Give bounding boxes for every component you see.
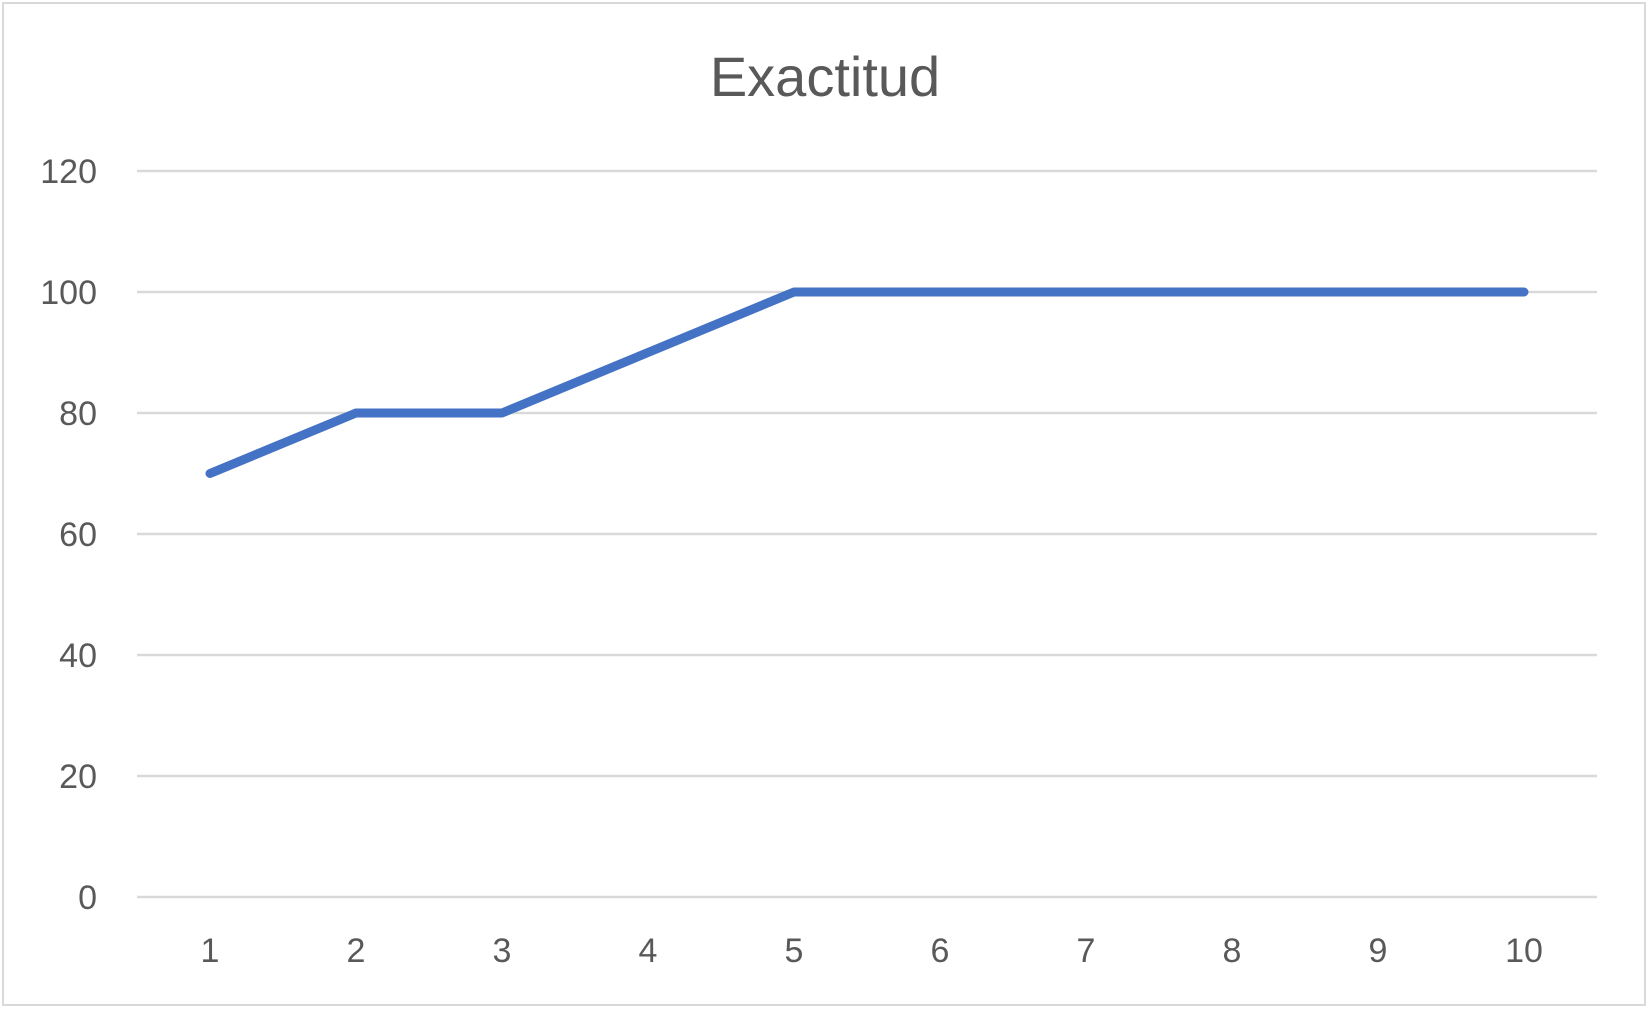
x-tick-label: 7 (1077, 932, 1096, 970)
x-tick-label: 5 (785, 932, 804, 970)
chart-title: Exactitud (710, 45, 940, 108)
x-tick-label: 2 (347, 932, 366, 970)
series-layer (205, 287, 1529, 478)
x-tick-label: 6 (931, 932, 950, 970)
x-tick-label: 1 (201, 932, 220, 970)
x-tick-label: 4 (639, 932, 658, 970)
y-tick-label: 60 (59, 516, 97, 554)
gridlines (137, 169, 1597, 899)
x-tick-label: 9 (1369, 932, 1388, 970)
x-tick-label: 10 (1505, 932, 1543, 970)
y-tick-label: 120 (40, 153, 97, 191)
y-tick-label: 100 (40, 274, 97, 312)
y-tick-label: 20 (59, 758, 97, 796)
y-axis-tick-labels: 0 20 40 60 80 100 120 (40, 153, 97, 917)
x-tick-label: 8 (1223, 932, 1242, 970)
y-tick-label: 80 (59, 395, 97, 433)
x-tick-label: 3 (493, 932, 512, 970)
y-tick-label: 40 (59, 637, 97, 675)
series-line (205, 287, 1529, 478)
x-axis-tick-labels: 1 2 3 4 5 6 7 8 9 10 (201, 932, 1543, 970)
y-tick-label: 0 (78, 879, 97, 917)
